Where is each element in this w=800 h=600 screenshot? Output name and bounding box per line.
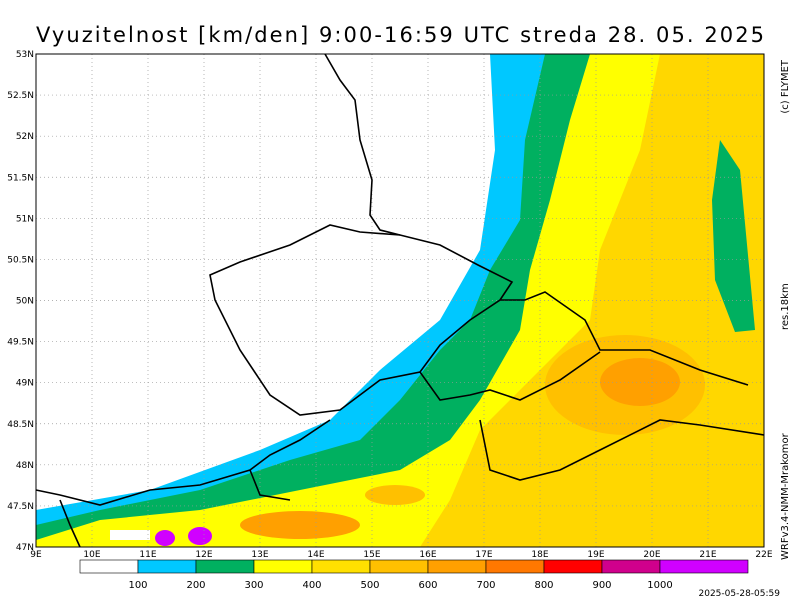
lon-label: 13E: [251, 550, 268, 560]
lat-label: 52.5N: [7, 91, 34, 101]
timestamp: 2025-05-28-05:59: [699, 589, 781, 599]
legend-label: 300: [244, 580, 263, 591]
grid: [36, 54, 764, 547]
model-name: WRFv3.4-NMM-Mrakomor: [780, 432, 791, 560]
legend-swatch: [543, 559, 603, 574]
lat-label: 48.5N: [7, 420, 34, 430]
lat-label: 47.5N: [7, 502, 34, 512]
lon-label: 16E: [419, 550, 436, 560]
color-legend: 100 200 300 400 500 600 700 800 900 1000: [79, 559, 749, 591]
lat-label: 52N: [16, 132, 34, 142]
legend-swatch: [659, 559, 749, 574]
legend-swatch: [137, 559, 197, 574]
lon-label: 21E: [699, 550, 716, 560]
legend-label: 800: [534, 580, 553, 591]
legend-label: 200: [186, 580, 205, 591]
lon-label: 10E: [83, 550, 100, 560]
lon-label: 17E: [475, 550, 492, 560]
legend-swatch: [601, 559, 661, 574]
lon-label: 19E: [587, 550, 604, 560]
legend-swatch: [427, 559, 487, 574]
legend-label: 600: [418, 580, 437, 591]
legend-label: 700: [476, 580, 495, 591]
lat-label: 51.5N: [7, 173, 34, 183]
legend-swatch: [79, 559, 139, 574]
lat-label: 49.5N: [7, 338, 34, 348]
legend-swatch: [311, 559, 371, 574]
lat-label: 51N: [16, 214, 34, 224]
lat-label: 50N: [16, 297, 34, 307]
legend-label: 400: [302, 580, 321, 591]
legend-swatch: [485, 559, 545, 574]
legend-label: 900: [592, 580, 611, 591]
lon-label: 20E: [643, 550, 660, 560]
legend-label: 500: [360, 580, 379, 591]
legend-swatch: [195, 559, 255, 574]
lon-label: 14E: [307, 550, 324, 560]
lat-label: 47N: [16, 543, 34, 553]
lon-label: 15E: [363, 550, 380, 560]
legend-label: 100: [128, 580, 147, 591]
resolution: res.18km: [780, 283, 791, 330]
borders: [35, 53, 765, 548]
legend-swatch: [369, 559, 429, 574]
legend-swatch: [253, 559, 313, 574]
lat-label: 48N: [16, 461, 34, 471]
map-frame: [35, 53, 765, 548]
lon-label: 22E: [755, 550, 772, 560]
lon-label: 12E: [195, 550, 212, 560]
lon-label: 18E: [531, 550, 548, 560]
map-title: Vyuzitelnost [km/den] 9:00-16:59 UTC str…: [36, 23, 764, 47]
lat-label: 50.5N: [7, 255, 34, 265]
lon-label: 11E: [139, 550, 156, 560]
lat-label: 49N: [16, 379, 34, 389]
legend-label: 1000: [647, 580, 672, 591]
lon-label: 9E: [30, 550, 42, 560]
copyright: (c) FLYMET: [780, 59, 791, 114]
lat-label: 53N: [16, 50, 34, 60]
